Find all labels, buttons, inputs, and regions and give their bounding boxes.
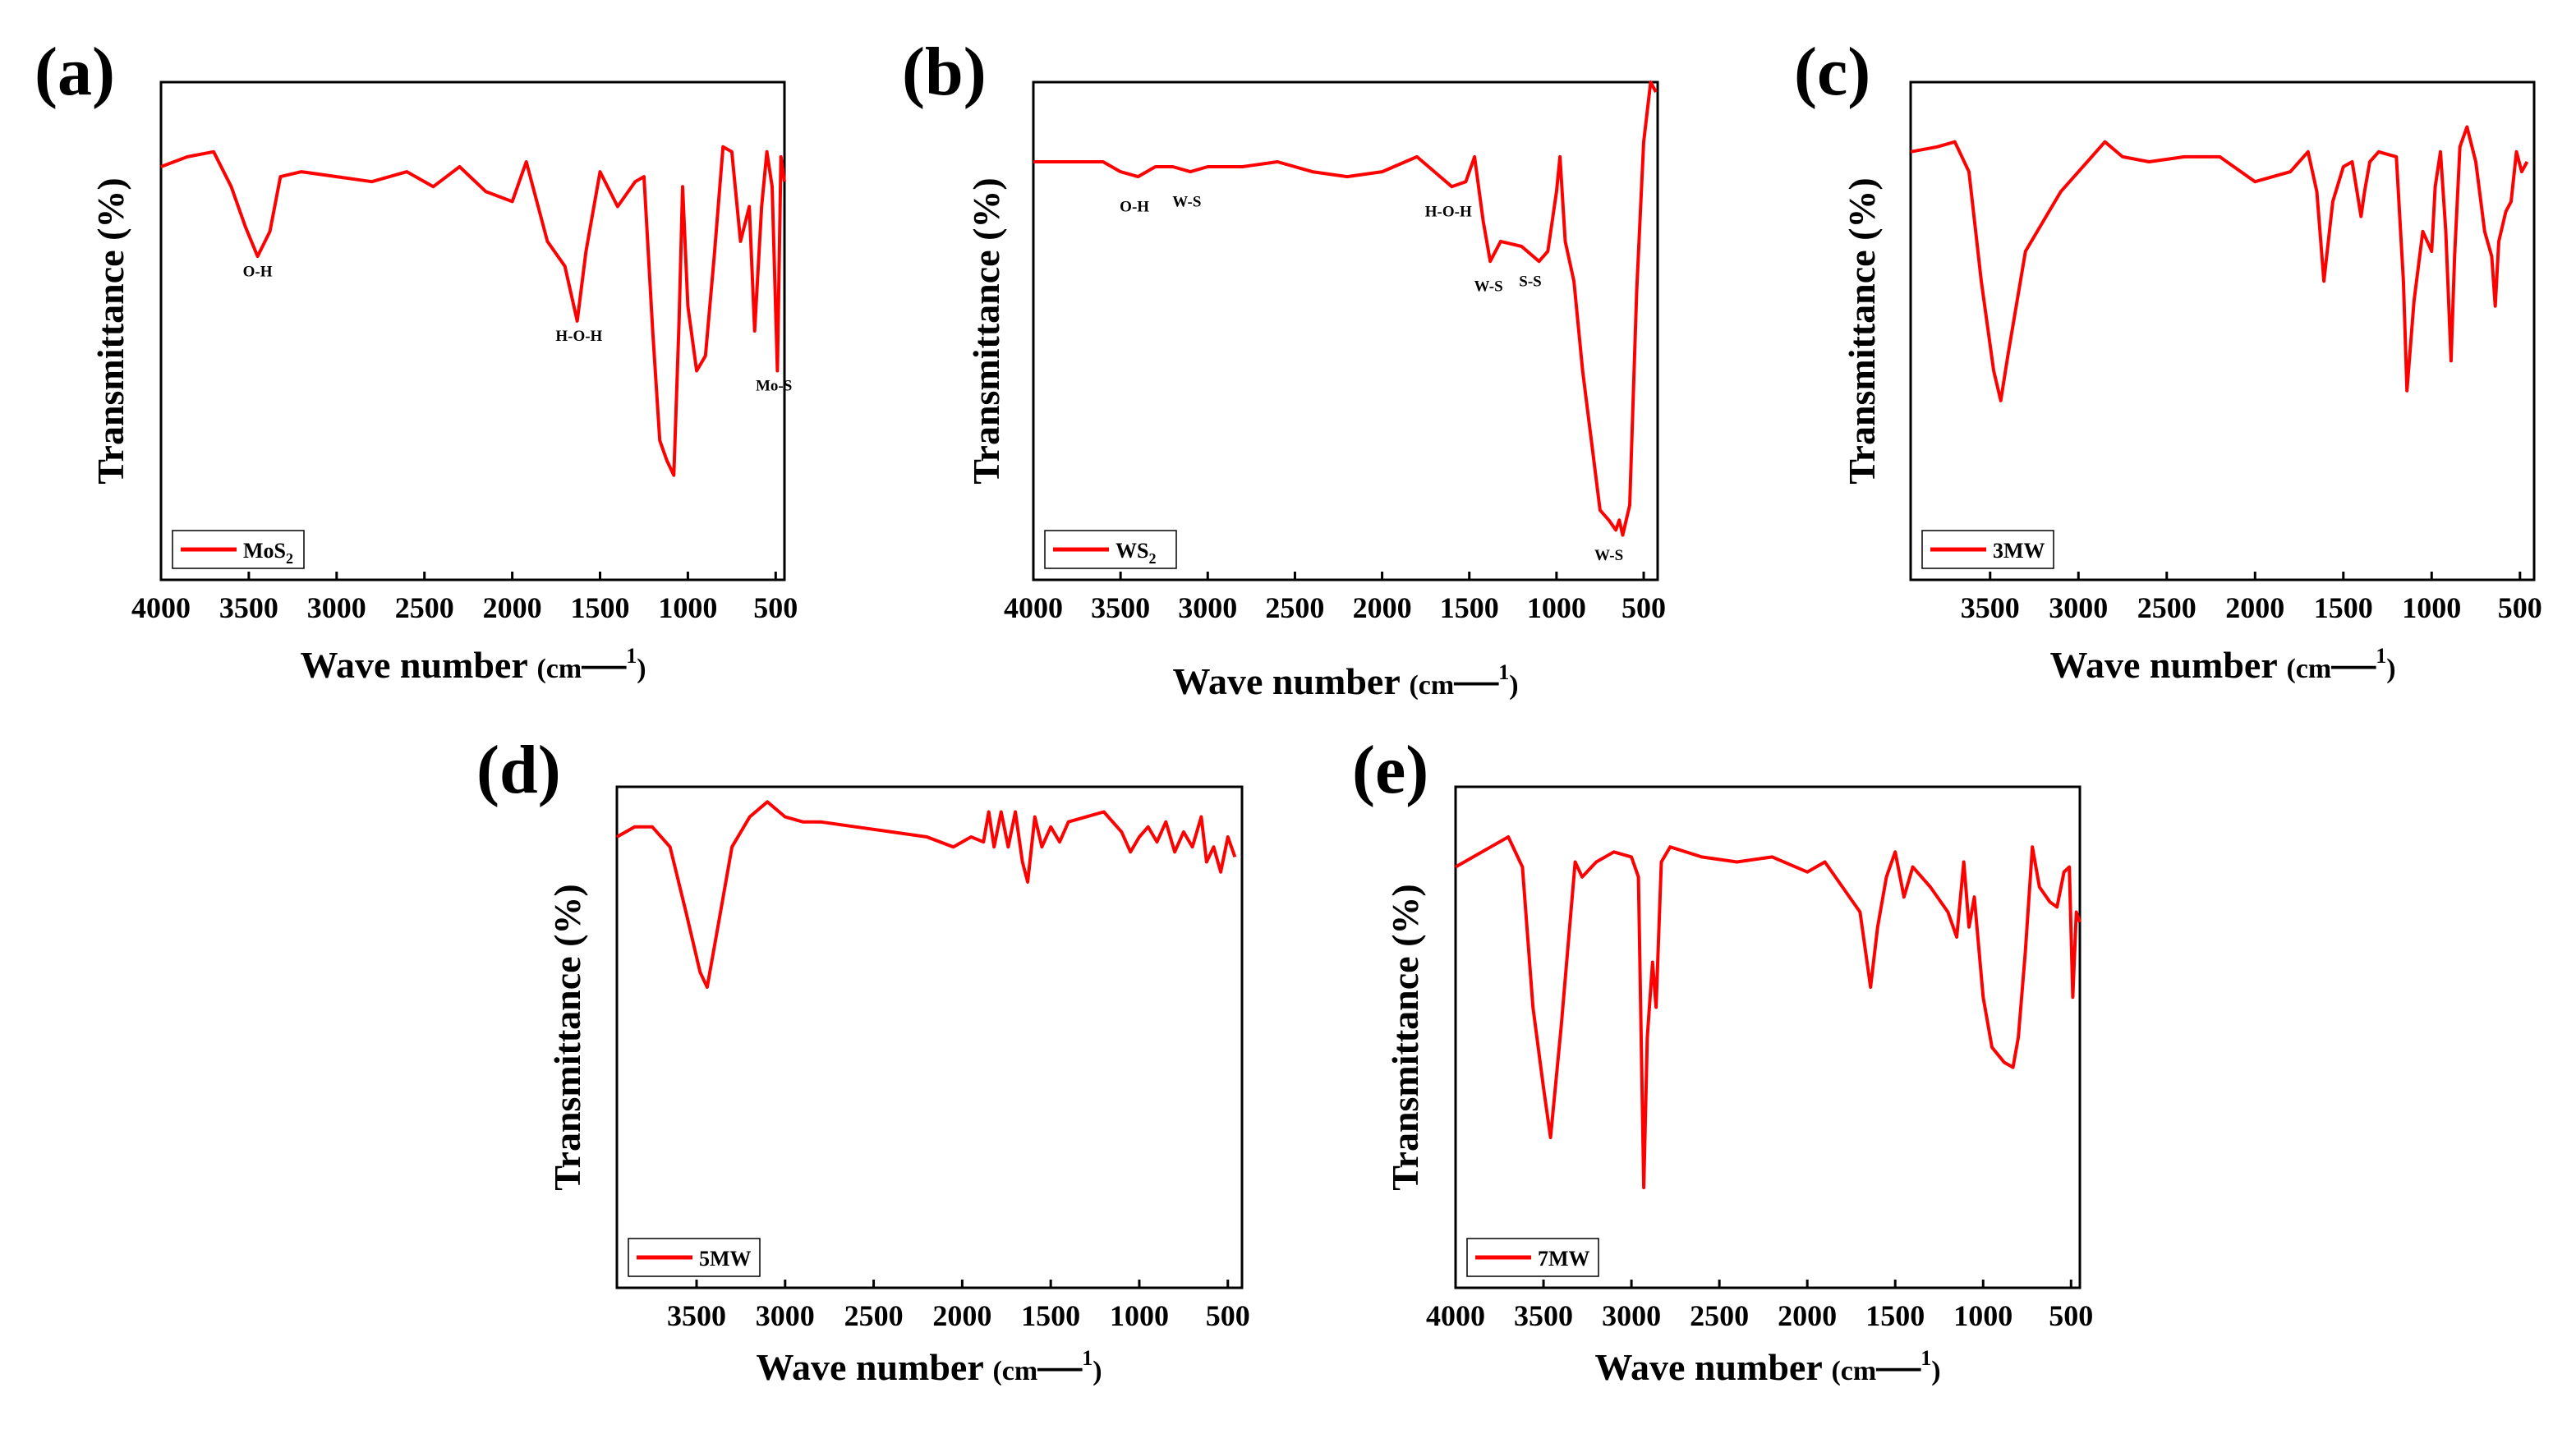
x-tick-label: 2500: [844, 1299, 904, 1332]
x-axis-title: Wave number (cm—1): [2049, 638, 2395, 687]
peak-annotation: W-S: [1474, 278, 1502, 296]
x-tick-label: 4000: [1004, 591, 1063, 624]
x-tick-label: 3500: [219, 591, 278, 624]
x-tick-label: 2000: [932, 1299, 991, 1332]
peak-annotation: W-S: [1172, 194, 1201, 211]
x-tick-label: 4000: [131, 591, 191, 624]
plot-frame: [615, 785, 1244, 1289]
y-axis-title: Transmittance (%): [1384, 884, 1426, 1190]
x-tick-label: 3000: [756, 1299, 815, 1332]
peak-annotation: W-S: [1594, 547, 1623, 564]
x-tick-label: 500: [1206, 1299, 1250, 1332]
panel-d: (d) 3500 3000 2500 2000 1500 1000 500 Wave numbe…: [476, 732, 1250, 1390]
y-axis-title: Transmittance (%): [90, 177, 131, 484]
spectrum-line-MoS2: [160, 145, 786, 477]
x-tick-label: 4000: [1426, 1299, 1485, 1332]
legend-label: 3MW: [1993, 539, 2045, 563]
x-tick-label: 500: [2498, 591, 2542, 624]
peak-annotation: O-H: [243, 263, 273, 280]
x-tick-label: 500: [1622, 591, 1666, 624]
x-tick-label: 3000: [1602, 1299, 1661, 1332]
panel-label: (c): [1794, 34, 1870, 110]
legend-label: 7MW: [1538, 1247, 1590, 1271]
x-tick-label: 3500: [1091, 591, 1150, 624]
spectrum-line-5MW: [616, 800, 1237, 989]
panel-c: (c) 3500 3000 2500 2000 1500 1000 500 Wave numbe…: [1794, 34, 2542, 687]
x-tick-label: 1500: [2314, 591, 2373, 624]
plot-frame: [1454, 785, 2082, 1289]
x-tick-label: 3000: [2049, 591, 2108, 624]
x-tick-label: 1500: [571, 591, 630, 624]
plot-frame: [1032, 80, 1659, 581]
x-tick-label: 500: [2049, 1299, 2093, 1332]
peak-annotation: S-S: [1519, 273, 1541, 290]
plot-frame: [1909, 80, 2536, 581]
x-tick-label: 1500: [1021, 1299, 1080, 1332]
x-tick-label: 1000: [658, 591, 717, 624]
x-tick-label: 1000: [1527, 591, 1586, 624]
x-tick-label: 2500: [395, 591, 454, 624]
x-tick-label: 2500: [1265, 591, 1324, 624]
peak-annotation: H-O-H: [555, 328, 602, 345]
panel-b: (b) 4000 3500 3000 2500 2000 1500 1000 500 Wave n…: [902, 34, 1666, 704]
panel-label: (e): [1352, 732, 1428, 808]
x-tick-label: 1000: [2402, 591, 2461, 624]
peak-annotation: Mo-S: [756, 378, 792, 395]
spectrum-line-7MW: [1455, 835, 2082, 1189]
plot-frame: [159, 80, 786, 581]
x-tick-label: 1500: [1865, 1299, 1925, 1332]
x-tick-label: 2500: [1690, 1299, 1749, 1332]
spectrum-line-WS2: [1033, 80, 1658, 537]
y-axis-title: Transmittance (%): [1841, 177, 1883, 484]
x-tick-label: 2000: [1353, 591, 1412, 624]
x-tick-label: 3500: [1961, 591, 2020, 624]
x-tick-label: 3000: [1178, 591, 1237, 624]
x-axis-title: Wave number (cm—1): [1594, 1340, 1940, 1390]
x-tick-label: 3500: [1514, 1299, 1573, 1332]
x-tick-label: 1500: [1440, 591, 1499, 624]
x-axis-title: Wave number (cm—1): [1172, 655, 1518, 704]
y-axis-title: Transmittance (%): [965, 177, 1007, 484]
x-tick-label: 3000: [307, 591, 366, 624]
peak-annotation: H-O-H: [1425, 204, 1472, 221]
panel-label: (d): [476, 732, 561, 808]
y-axis-title: Transmittance (%): [546, 884, 588, 1190]
x-axis-title: Wave number (cm—1): [756, 1340, 1102, 1390]
x-tick-label: 500: [753, 591, 798, 624]
x-tick-label: 2000: [2225, 591, 2284, 624]
x-tick-label: 2000: [483, 591, 542, 624]
legend-label: MoS2: [243, 539, 293, 567]
peak-annotation: O-H: [1120, 199, 1149, 216]
panel-e: (e) 4000 3500 3000 2500 2000 1500 1000 500 Wave n…: [1352, 732, 2093, 1390]
panel-label: (a): [34, 34, 115, 110]
panel-label: (b): [902, 34, 987, 110]
legend-label: WS2: [1116, 539, 1156, 567]
x-tick-label: 2000: [1778, 1299, 1837, 1332]
panel-a: (a) 4000 3500 3000 2500 2000 1500 1000 500 Wave n…: [34, 34, 798, 687]
legend-label: 5MW: [699, 1247, 752, 1271]
x-tick-label: 1000: [1953, 1299, 2012, 1332]
x-tick-label: 3500: [667, 1299, 726, 1332]
spectrum-line-3MW: [1910, 125, 2529, 402]
x-axis-title: Wave number (cm—1): [300, 638, 646, 687]
x-tick-label: 1000: [1110, 1299, 1169, 1332]
x-tick-label: 2500: [2137, 591, 2196, 624]
